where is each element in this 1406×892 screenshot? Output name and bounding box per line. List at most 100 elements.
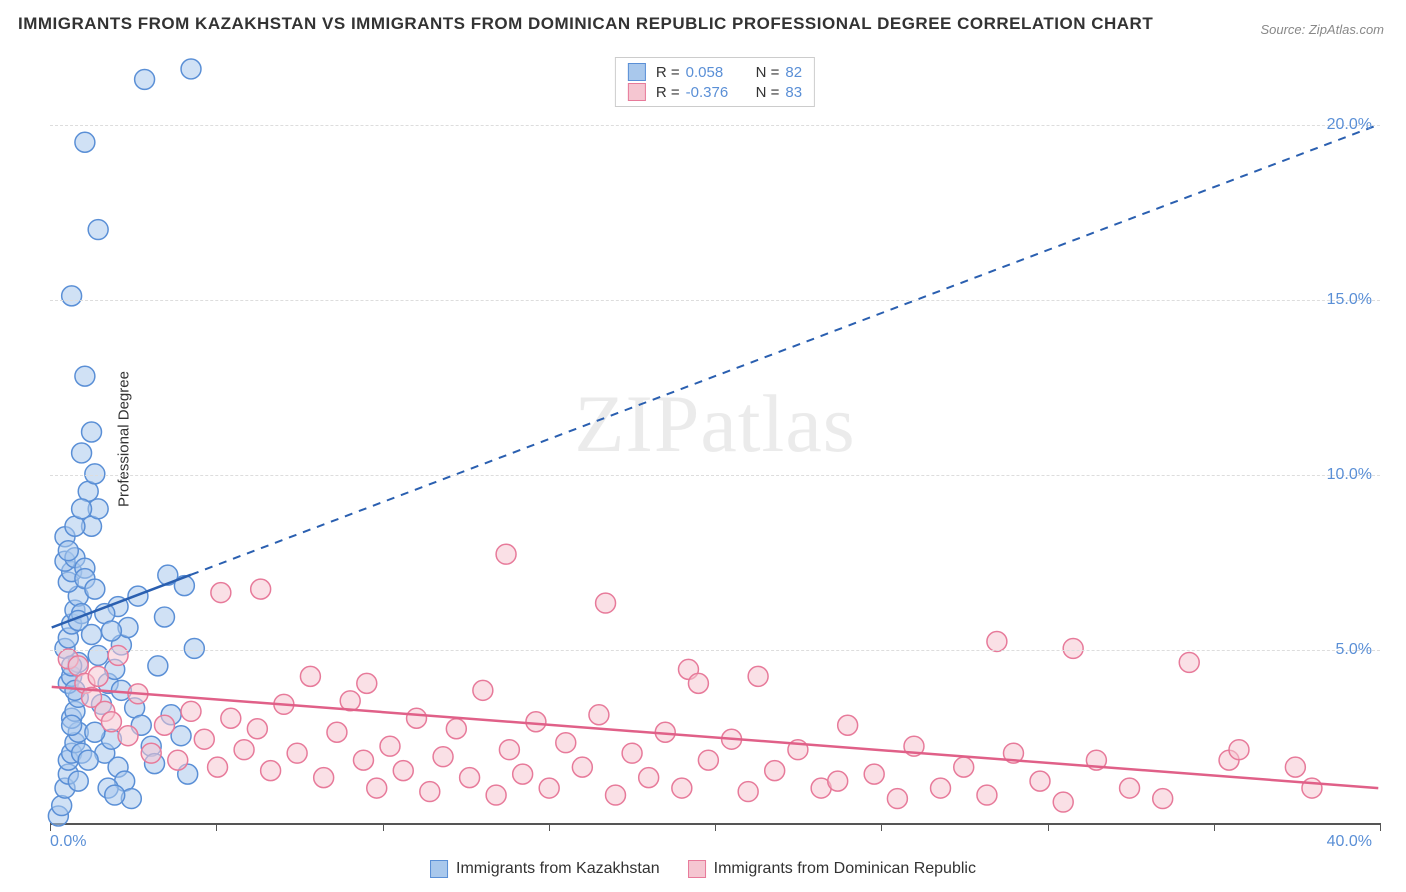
scatter-point: [251, 579, 271, 599]
trend-line: [52, 687, 1379, 788]
scatter-point: [420, 782, 440, 802]
gridline: [50, 475, 1380, 476]
scatter-point: [72, 499, 92, 519]
scatter-point: [987, 631, 1007, 651]
scatter-point: [88, 220, 108, 240]
scatter-point: [75, 132, 95, 152]
scatter-point: [168, 750, 188, 770]
y-tick-label: 15.0%: [1327, 291, 1372, 309]
r-value: 0.058: [686, 64, 744, 81]
trend-line-dashed: [191, 125, 1378, 575]
scatter-point: [181, 59, 201, 79]
scatter-point: [68, 771, 88, 791]
scatter-point: [62, 286, 82, 306]
n-label: N =: [756, 64, 780, 81]
scatter-point: [141, 743, 161, 763]
scatter-point: [864, 764, 884, 784]
scatter-point: [765, 761, 785, 781]
gridline: [50, 300, 1380, 301]
chart-title: IMMIGRANTS FROM KAZAKHSTAN VS IMMIGRANTS…: [18, 14, 1153, 34]
scatter-point: [314, 768, 334, 788]
scatter-point: [327, 722, 347, 742]
scatter-point: [300, 666, 320, 686]
scatter-point: [85, 579, 105, 599]
legend-series: Immigrants from Kazakhstan Immigrants fr…: [430, 860, 976, 878]
r-value: -0.376: [686, 84, 744, 101]
x-tick: [1048, 823, 1049, 831]
r-label: R =: [656, 64, 680, 81]
scatter-point: [287, 743, 307, 763]
scatter-point: [82, 625, 102, 645]
scatter-point: [556, 733, 576, 753]
legend-swatch-icon: [430, 860, 448, 878]
scatter-point: [977, 785, 997, 805]
scatter-point: [1053, 792, 1073, 812]
scatter-point: [181, 701, 201, 721]
x-tick: [549, 823, 550, 831]
y-tick-label: 20.0%: [1327, 116, 1372, 134]
legend-item: Immigrants from Kazakhstan: [430, 860, 660, 878]
scatter-point: [208, 757, 228, 777]
source-label: Source: ZipAtlas.com: [1260, 22, 1384, 37]
scatter-point: [828, 771, 848, 791]
scatter-point: [211, 583, 231, 603]
scatter-point: [748, 666, 768, 686]
x-tick: [383, 823, 384, 831]
scatter-point: [407, 708, 427, 728]
scatter-point: [486, 785, 506, 805]
scatter-point: [622, 743, 642, 763]
legend-stats: R = 0.058 N = 82 R = -0.376 N = 83: [615, 57, 815, 107]
plot-area: Professional Degree ZIPatlas R = 0.058 N…: [50, 55, 1380, 825]
scatter-point: [596, 593, 616, 613]
x-tick: [50, 823, 51, 831]
scatter-point: [58, 541, 78, 561]
legend-label: Immigrants from Kazakhstan: [456, 860, 660, 878]
scatter-point: [496, 544, 516, 564]
x-tick: [1214, 823, 1215, 831]
scatter-point: [148, 656, 168, 676]
scatter-point: [72, 443, 92, 463]
scatter-svg: [50, 55, 1380, 823]
scatter-point: [155, 715, 175, 735]
y-tick-label: 10.0%: [1327, 466, 1372, 484]
scatter-point: [526, 712, 546, 732]
scatter-point: [62, 715, 82, 735]
scatter-point: [234, 740, 254, 760]
scatter-point: [1285, 757, 1305, 777]
scatter-point: [1179, 652, 1199, 672]
n-value: 83: [785, 84, 802, 101]
x-tick: [216, 823, 217, 831]
scatter-point: [367, 778, 387, 798]
scatter-point: [499, 740, 519, 760]
x-tick-label: 40.0%: [1327, 833, 1372, 851]
legend-stats-row: R = -0.376 N = 83: [628, 82, 802, 102]
scatter-point: [572, 757, 592, 777]
n-label: N =: [756, 84, 780, 101]
scatter-point: [539, 778, 559, 798]
legend-item: Immigrants from Dominican Republic: [688, 860, 976, 878]
scatter-point: [954, 757, 974, 777]
n-value: 82: [785, 64, 802, 81]
x-tick: [1380, 823, 1381, 831]
scatter-point: [513, 764, 533, 784]
scatter-point: [1120, 778, 1140, 798]
legend-stats-row: R = 0.058 N = 82: [628, 62, 802, 82]
scatter-point: [108, 645, 128, 665]
gridline: [50, 125, 1380, 126]
scatter-point: [473, 680, 493, 700]
scatter-point: [88, 645, 108, 665]
scatter-point: [357, 673, 377, 693]
scatter-point: [460, 768, 480, 788]
scatter-point: [52, 796, 72, 816]
scatter-point: [101, 621, 121, 641]
y-tick-label: 5.0%: [1336, 641, 1372, 659]
scatter-point: [446, 719, 466, 739]
scatter-point: [88, 666, 108, 686]
scatter-point: [340, 691, 360, 711]
gridline: [50, 650, 1380, 651]
scatter-point: [75, 366, 95, 386]
scatter-point: [433, 747, 453, 767]
scatter-point: [589, 705, 609, 725]
scatter-point: [155, 607, 175, 627]
scatter-point: [688, 673, 708, 693]
